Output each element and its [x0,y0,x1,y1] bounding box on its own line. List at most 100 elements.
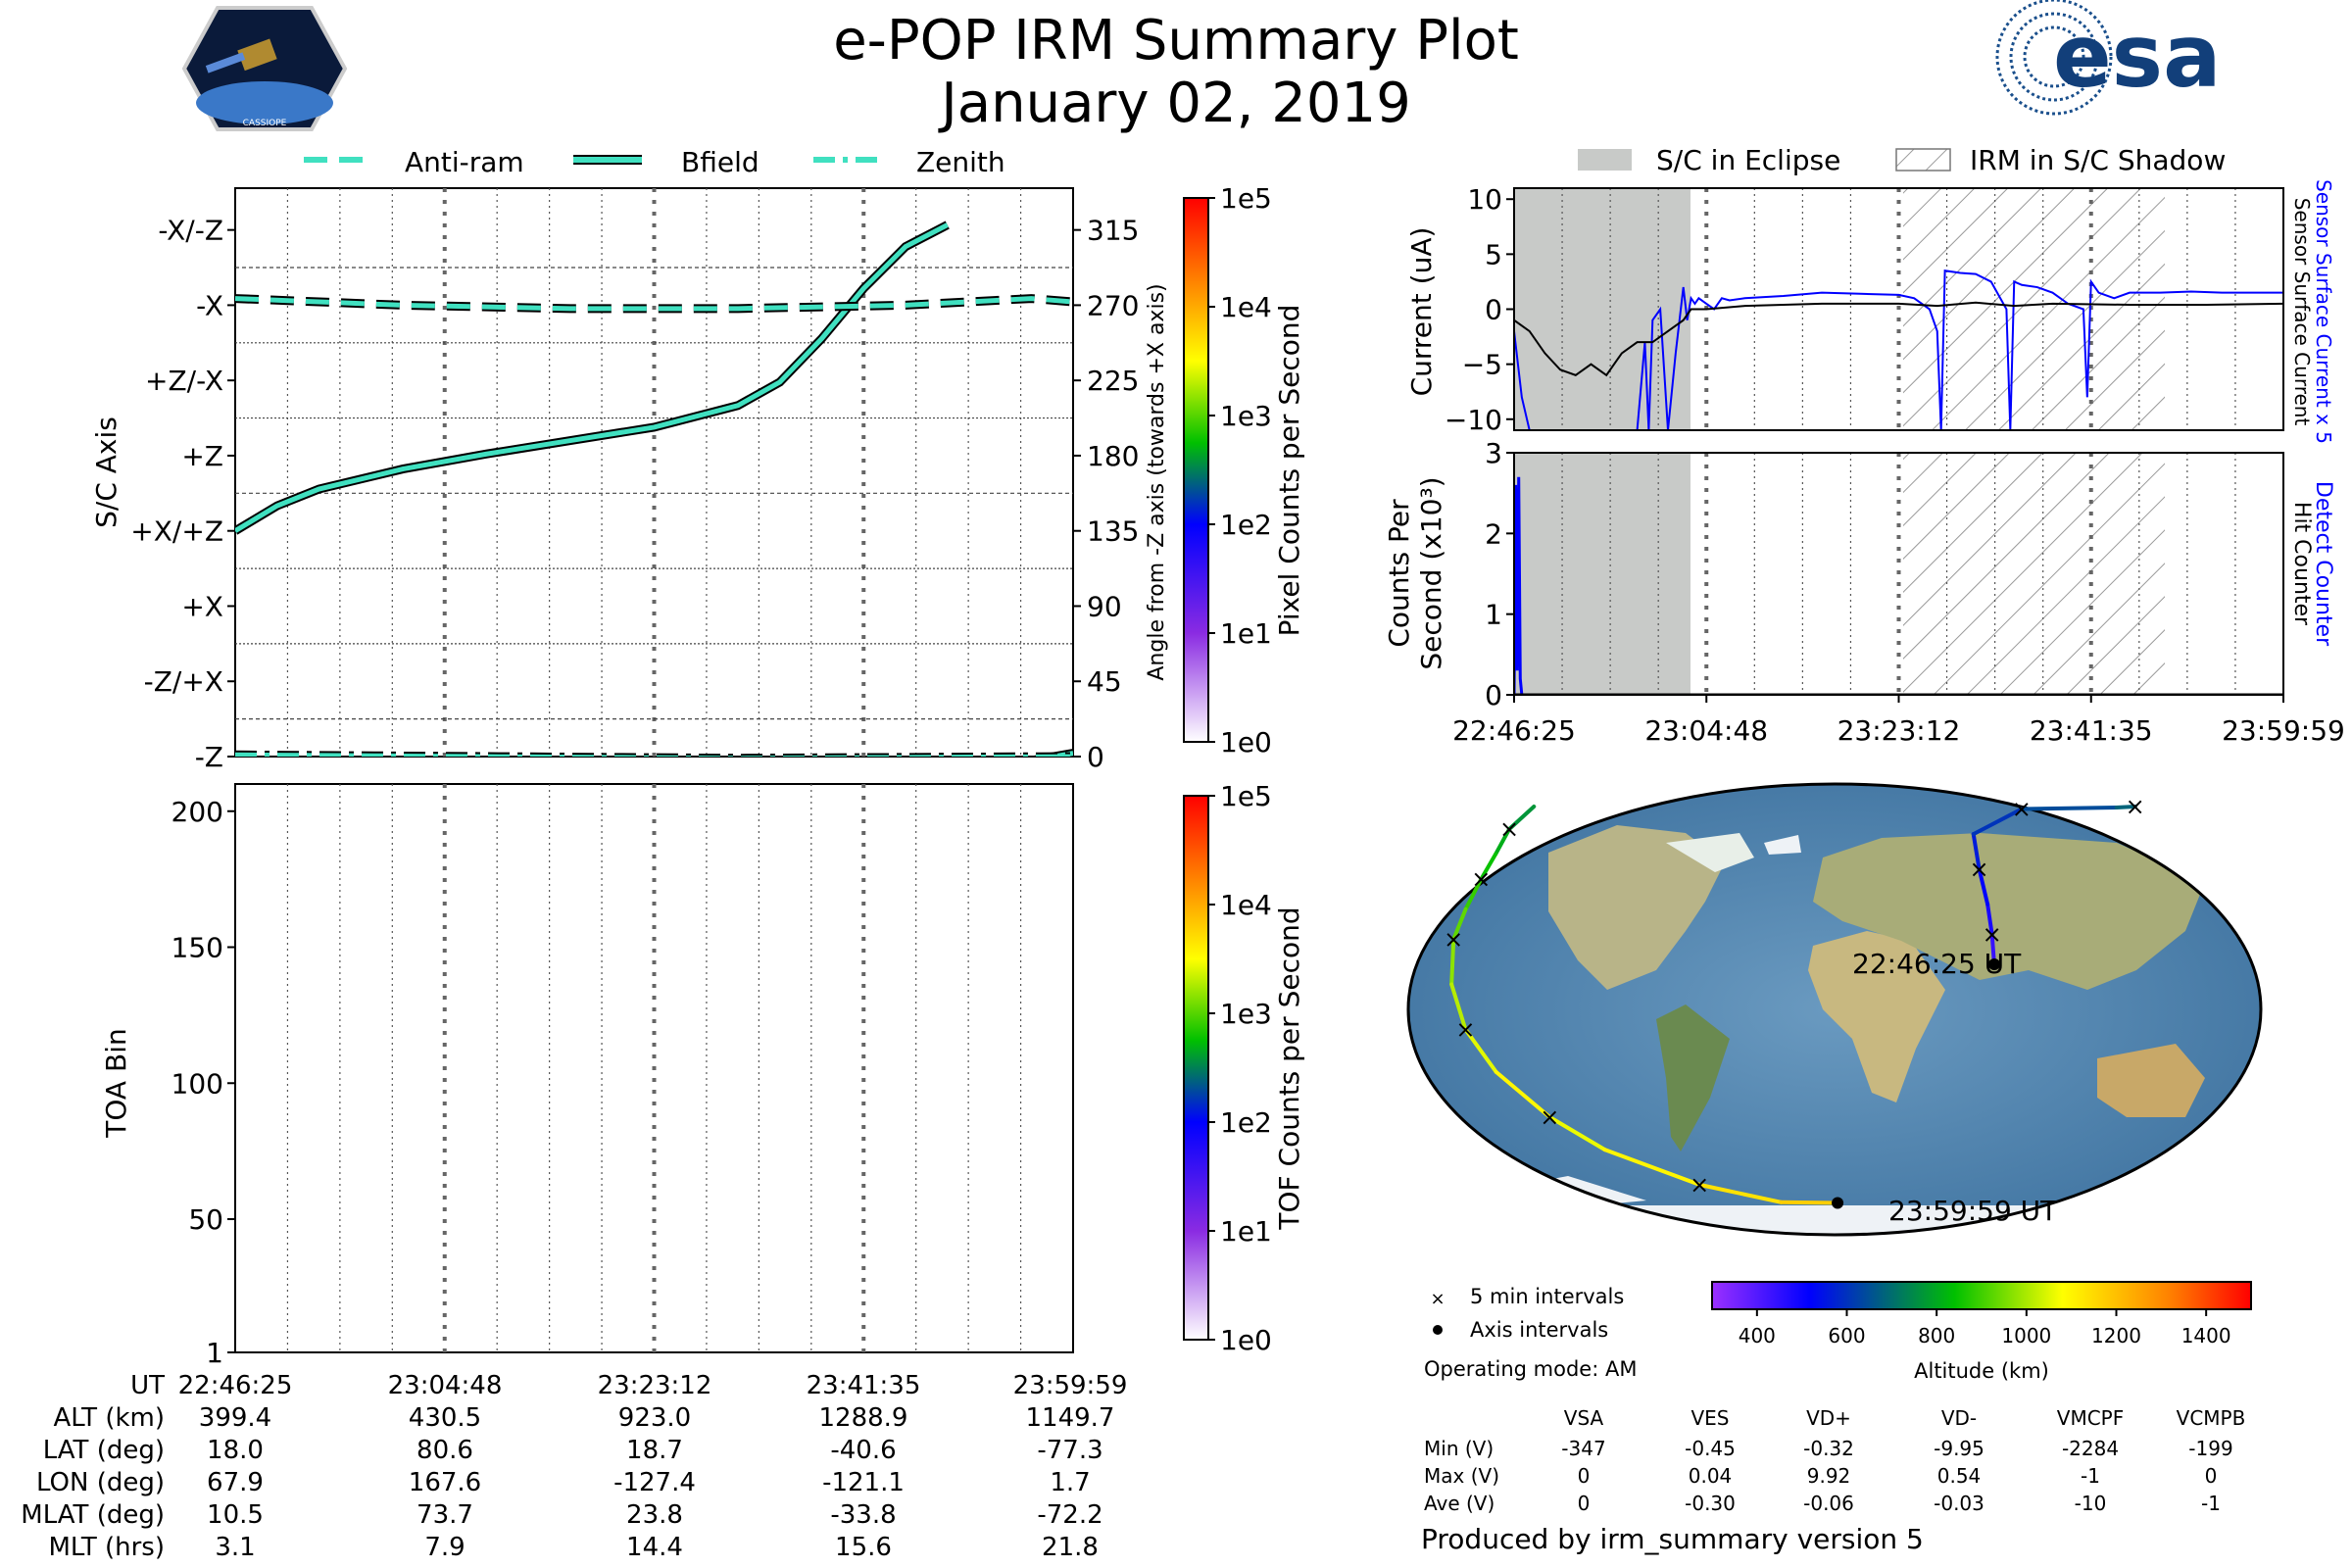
ephemeris-cell: 14.4 [626,1533,683,1562]
ephemeris-cell: 67.9 [207,1468,264,1497]
current-tick: 10 [1467,183,1502,216]
altitude-tick: 1000 [2001,1324,2051,1348]
current-tick: 5 [1485,238,1502,270]
ephemeris-cell: 1288.9 [819,1403,908,1433]
voltage-cell: -347 [1561,1437,1605,1460]
legend-axis: Axis intervals [1470,1318,1608,1342]
colorbar-tick-label: 1e0 [1220,726,1272,759]
orbit-segment [1697,1182,1784,1204]
counts-tick: 0 [1485,679,1502,711]
end-label: 23:59:59 UT [1888,1195,2058,1227]
voltage-cell: -2284 [2062,1437,2119,1460]
altitude-tick: 1200 [2091,1324,2141,1348]
toa-tick: 50 [188,1203,223,1236]
voltage-cell: -1 [2081,1464,2100,1488]
current-panel: 10 5 0 −5 −10 Current (uA) Sensor Surface Cu… [1405,179,2335,444]
toa-tick: 150 [172,932,223,964]
ephemeris-row-label: LON (deg) [36,1468,165,1497]
axis-ylabel: S/C Axis [90,416,122,528]
orbit-segment [2019,806,2119,811]
ephemeris-cell: 399.4 [199,1403,271,1433]
axis-interval-dot [1832,1197,1844,1209]
ephemeris-cell: 73.7 [416,1500,473,1530]
voltage-cell: 0.04 [1689,1464,1733,1488]
axis-left-tick: +X [181,590,223,622]
time-tick: 23:04:48 [1644,714,1768,747]
ephemeris-row-label: ALT (km) [53,1403,165,1433]
orbit-segment [1449,982,1468,1032]
ephemeris-cell: -40.6 [830,1436,896,1465]
axis-left-tick: +Z [181,440,223,472]
axis-panel: -X/-Z -X +Z/-X +Z +X/+Z +X -Z/+X -Z 315 270 225 18… [90,187,1169,773]
series-surface-current-x5 [1514,270,2283,430]
colorbar-tick-label: 1e3 [1220,998,1272,1030]
counts-ylabel-1: Counts Per [1383,499,1415,648]
voltage-cell: -0.30 [1685,1492,1736,1515]
tof-colorbar: 1e5 1e4 1e3 1e2 1e1 1e0 TOF Counts per Second [1183,780,1305,1356]
legend-antiram: Anti-ram [405,146,524,178]
altitude-label: Altitude (km) [1914,1359,2049,1383]
orbit-segment [1479,852,1498,882]
five-min-cross: × [1471,865,1491,893]
pixel-colorbar: 1e5 1e4 1e3 1e2 1e1 1e0 Pixel Counts per Seco… [1183,182,1305,759]
ephemeris-cell: 1149.7 [1026,1403,1115,1433]
ephemeris-cell: 21.8 [1042,1533,1099,1562]
five-min-cross: × [1540,1103,1559,1131]
current-right-label-blue: Sensor Surface Current x 5 [2312,179,2335,444]
orbit-segment [1463,877,1484,911]
ephemeris-cell: 23:23:12 [598,1371,712,1400]
colorbar-tick-label: 1e4 [1220,291,1272,323]
five-min-cross: × [1983,920,2002,948]
ephemeris-cell: -72.2 [1037,1500,1102,1530]
voltage-header: VSA [1564,1406,1604,1430]
voltage-cell: 0 [2205,1464,2218,1488]
ephemeris-cell: 10.5 [207,1500,264,1530]
time-tick: 22:46:25 [1452,714,1576,747]
axis-right-tick: 90 [1087,590,1122,622]
axis-right-tick: 135 [1087,515,1139,548]
five-min-cross: × [1444,925,1463,953]
map-legend: × 5 min intervals Axis intervals Operati… [1424,1285,1637,1381]
colorbar-tick-label: 1e0 [1220,1324,1272,1356]
orientation-legend: Anti-ram Bfield Zenith [304,146,1005,178]
ephemeris-cell: 430.5 [409,1403,481,1433]
ephemeris-cell: -121.1 [822,1468,905,1497]
axis-left-tick: +X/+Z [130,515,223,548]
figure-title: e-POP IRM Summary Plot [833,9,1519,73]
five-min-cross: × [2126,793,2145,820]
toa-tick: 200 [172,796,223,828]
ephemeris-cell: 7.9 [424,1533,465,1562]
axis-left-tick: +Z/-X [145,365,223,397]
figure-date: January 02, 2019 [938,72,1410,135]
ephemeris-cell: 18.0 [207,1436,264,1465]
colorbar-tick-label: 1e4 [1220,889,1272,921]
five-min-cross: × [2012,796,2032,823]
counts-right-label-black: Hit Counter [2289,502,2314,626]
toa-panel: 200 150 100 50 1 TOA Bin [100,783,1074,1369]
current-ylabel: Current (uA) [1405,227,1438,397]
counts-tick: 2 [1485,517,1502,550]
axis-right-tick: 0 [1087,741,1104,773]
counts-right-label-blue: Detect Counter [2311,481,2335,647]
axis-right-tick: 225 [1087,365,1139,397]
ephemeris-row-label: UT [130,1371,165,1400]
continents [1411,825,2261,1235]
voltage-cell: -1 [2201,1492,2221,1515]
altitude-tick: 1400 [2181,1324,2231,1348]
cross-marker-icon: × [1430,1289,1445,1309]
pixel-colorbar-label: Pixel Counts per Second [1273,305,1305,637]
series-detect-counter [1514,476,2283,695]
legend-zenith: Zenith [916,146,1005,178]
orbit-segment [1494,827,1512,857]
legend-eclipse: S/C in Eclipse [1656,144,1840,176]
voltage-header: VD- [1941,1406,1977,1430]
orbit-segment [1971,807,2024,837]
ephemeris-cell: 923.0 [618,1403,691,1433]
orbit-segment [1494,1069,1552,1119]
voltage-cell: -0.03 [1934,1492,1984,1515]
operating-mode: Operating mode: AM [1424,1357,1637,1381]
voltage-table: VSA VES VD+ VD- VMCPF VCMPB Min (V) -347 -0.45 -0… [1424,1406,2245,1515]
orbit-segment [1971,832,1982,871]
voltage-cell: 0 [1578,1492,1591,1515]
